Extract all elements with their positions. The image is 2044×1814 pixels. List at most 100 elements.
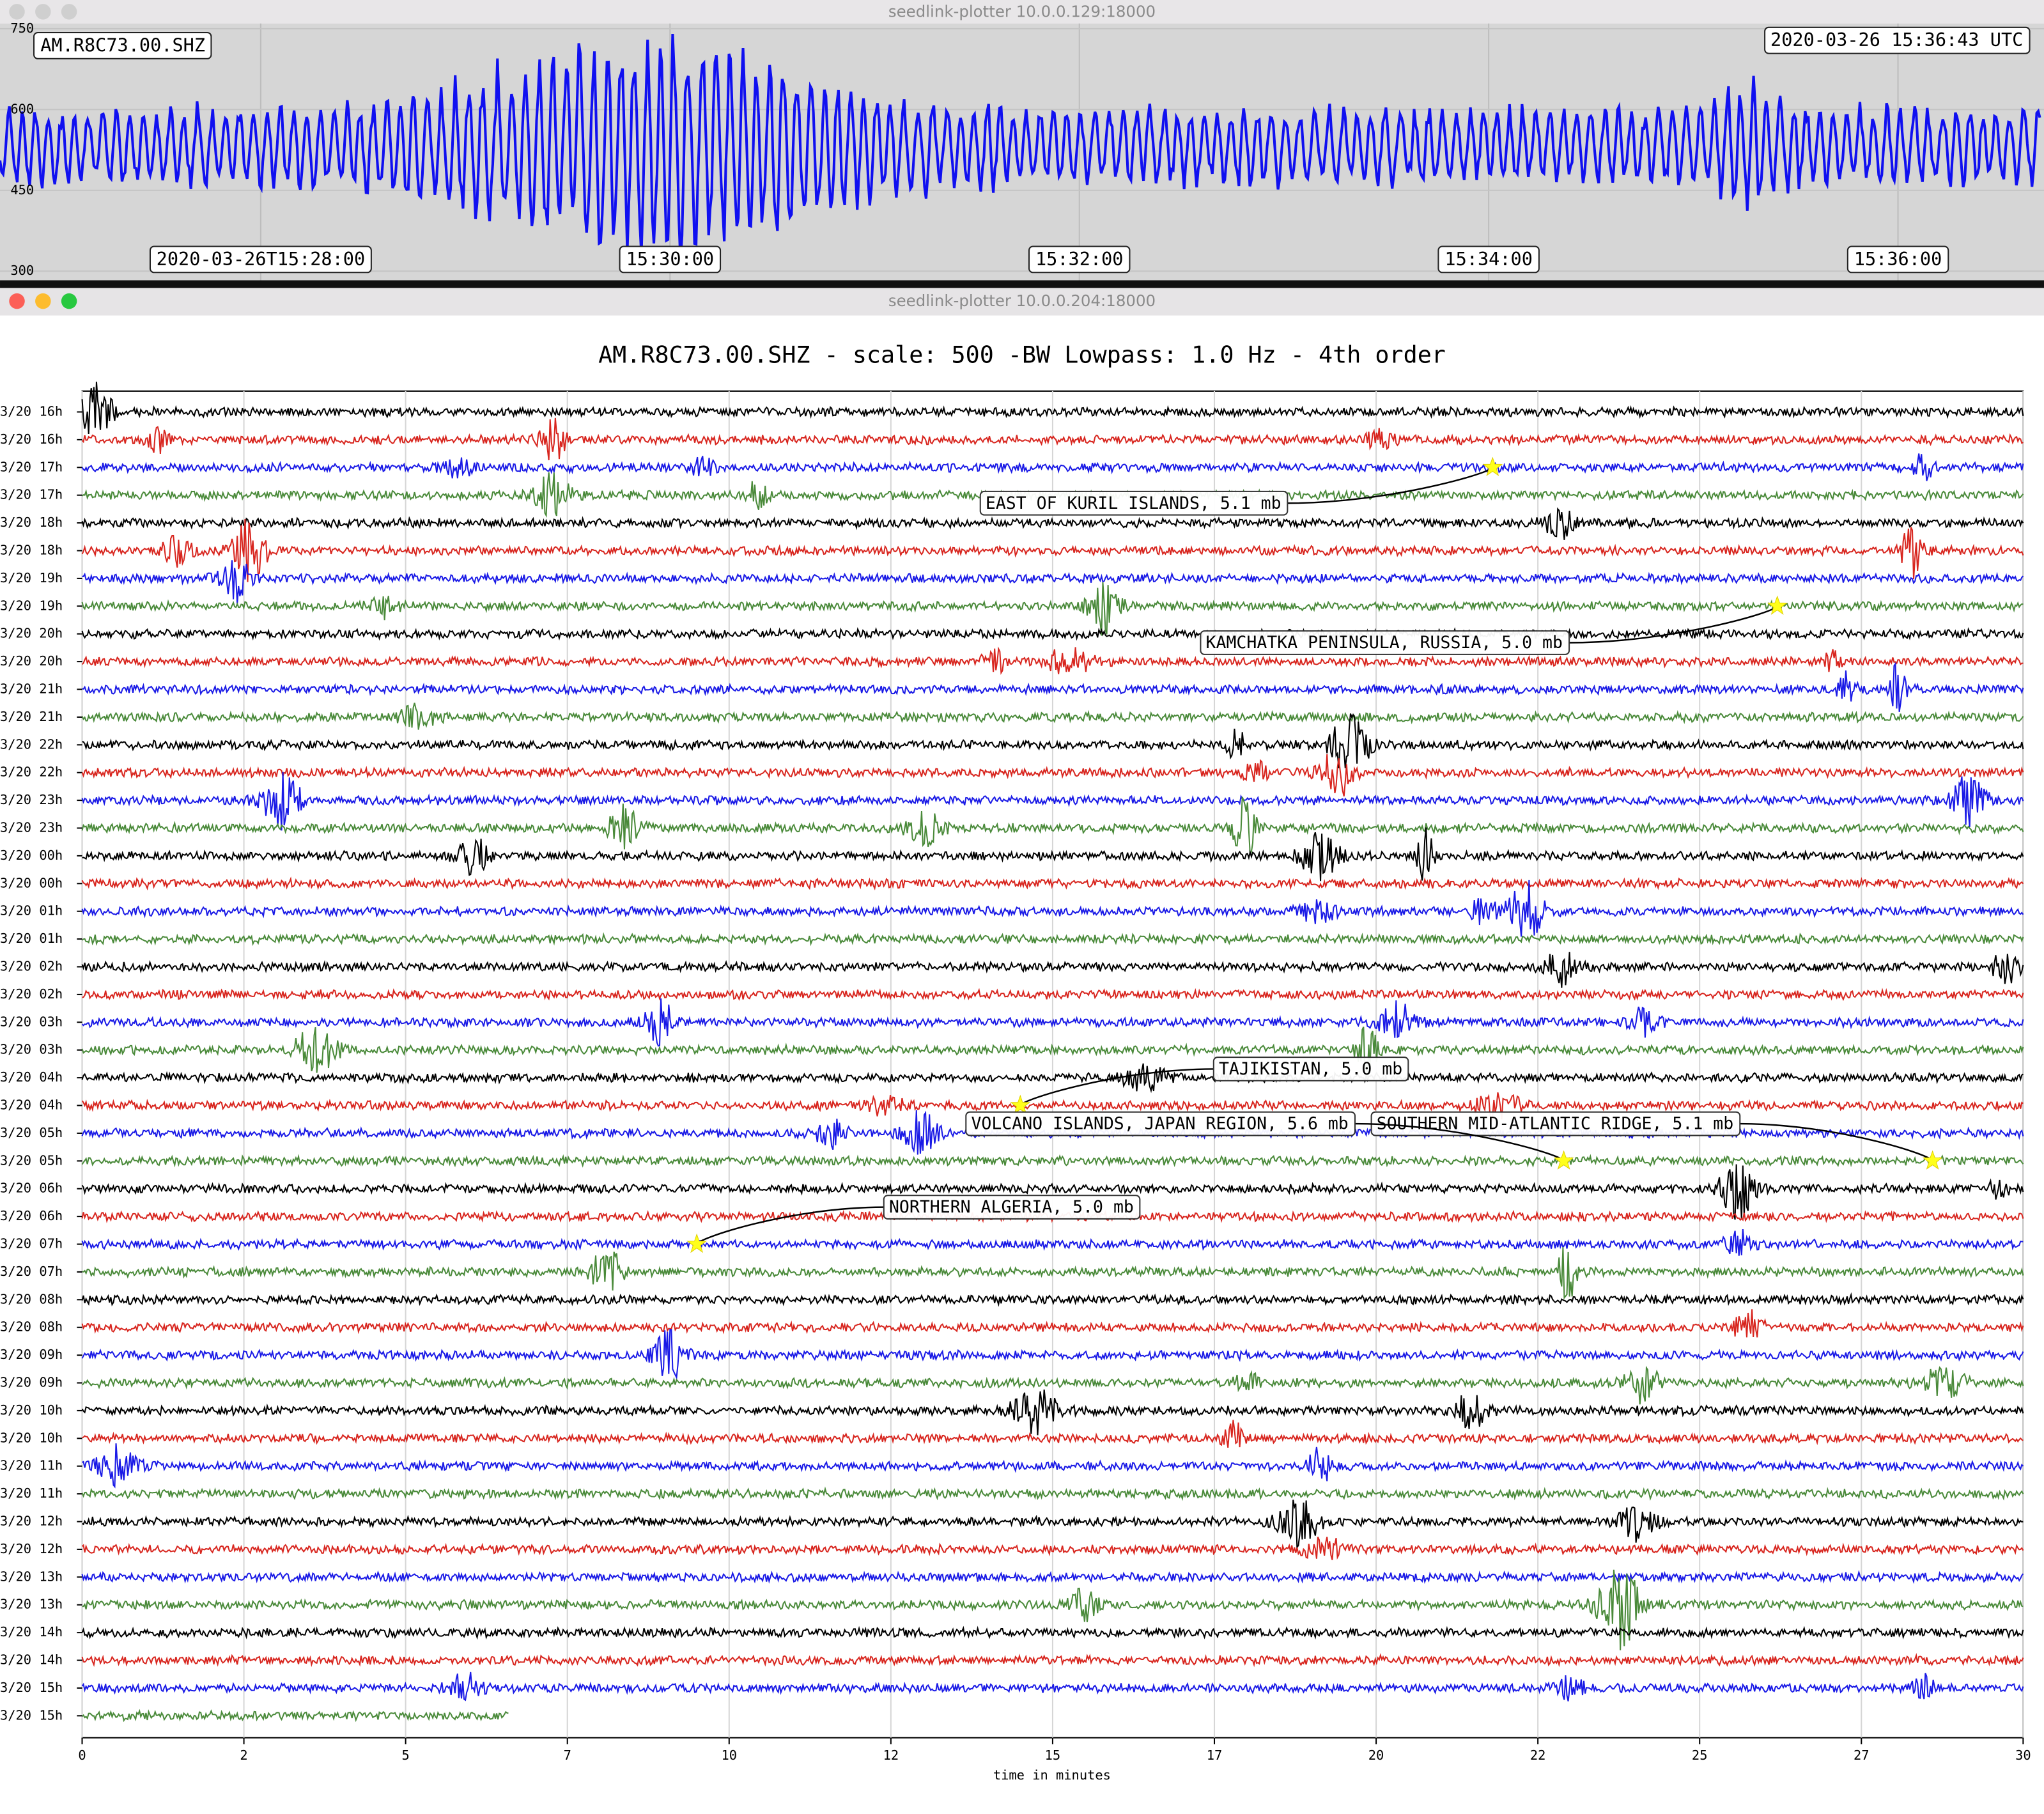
tick-label-box [1437,245,1540,274]
x-tick-label: 27 [1854,1748,1870,1763]
trace [81,702,2024,730]
trace [81,627,2024,641]
row-label: 3/20 20h [0,653,63,669]
event-star [1767,595,1788,615]
row-label: 3/20 12h [0,1541,63,1556]
close-button[interactable] [9,4,25,20]
timestamp-label: 2020-03-26 15:36:43 UTC [1770,29,2023,50]
row-label: 3/20 22h [0,736,63,752]
row-label: 3/20 19h [0,570,63,585]
trace [81,1027,2024,1078]
event-star [686,1233,708,1253]
trace [82,1247,2024,1300]
row-label: 3/20 02h [0,959,63,974]
row-label: 3/20 10h [0,1430,63,1445]
row-label: 3/20 19h [0,598,63,613]
row-label: 3/20 09h [0,1375,63,1390]
trace [81,1389,2024,1436]
x-tick-label: 10 [722,1748,738,1763]
trace [81,1229,2024,1256]
tick-label-box [1847,245,1949,274]
x-tick-label: 0 [78,1748,86,1763]
row-label: 3/20 16h [0,431,63,447]
x-tick-label: 5 [402,1748,410,1763]
row-label: 3/20 00h [0,875,63,890]
trace [82,827,2024,881]
row-label: 3/20 08h [0,1319,63,1335]
trace [81,382,2024,435]
trace [81,453,2024,481]
y-tick-label: 750 [10,20,34,36]
event-star [1922,1150,1943,1170]
annotation-line [1287,467,1494,504]
x-tick-label: 12 [883,1748,899,1763]
row-label: 3/20 15h [0,1707,63,1723]
row-label: 3/20 11h [0,1485,63,1501]
row-label: 3/20 04h [0,1069,63,1085]
trace [82,1420,2024,1448]
row-label: 3/20 18h [0,542,63,557]
trace [82,662,2024,712]
trace [81,1570,2024,1585]
row-label: 3/20 14h [0,1624,63,1640]
annotation-box [883,1195,1141,1220]
x-tick-label: 20 [1368,1748,1384,1763]
tick-label-box [1028,245,1131,274]
annotation-label: TAJIKISTAN, 5.0 mb [1219,1059,1402,1079]
minimize-button[interactable] [35,293,51,309]
title-bar [0,288,2044,316]
row-label: 3/20 09h [0,1347,63,1362]
x-tick-label: 7 [564,1748,571,1763]
y-tick-label: 600 [10,101,34,116]
trace [81,646,2024,675]
waveform [0,33,2041,261]
trace [81,880,2024,937]
trace [81,771,2024,831]
x-tick-label: 17 [1207,1748,1223,1763]
annotation-label: EAST OF KURIL ISLANDS, 5.1 mb [986,493,1281,513]
x-tick-label: 15 [1045,1748,1061,1763]
trace [81,582,2024,636]
row-label: 3/20 03h [0,1042,63,1057]
event-star [1482,456,1503,476]
close-button[interactable] [9,293,25,309]
trace [81,1537,2024,1560]
row-label: 3/20 23h [0,792,63,807]
trace [81,519,2024,582]
window-gap [0,280,2044,288]
event-star [1553,1150,1574,1170]
y-tick-label: 300 [10,263,34,278]
row-label: 3/20 20h [0,626,63,641]
row-label: 3/20 04h [0,1097,63,1113]
trace [81,1328,2024,1380]
zoom-button[interactable] [61,4,77,20]
row-label: 3/20 13h [0,1597,63,1612]
trace [82,560,2024,604]
trace [81,1486,2024,1501]
row-label: 3/20 21h [0,709,63,724]
annotation-label: NORTHERN ALGERIA, 5.0 mb [889,1197,1134,1217]
station-label: AM.R8C73.00.SHZ [40,34,205,56]
zoom-button[interactable] [61,293,77,309]
row-label: 3/20 14h [0,1652,63,1668]
row-label: 3/20 17h [0,487,63,502]
annotation-label: SOUTHERN MID-ATLANTIC RIDGE, 5.1 mb [1377,1114,1733,1134]
row-label: 3/20 22h [0,764,63,780]
x-tick-label: 15:32:00 [1035,248,1124,270]
y-tick-label: 450 [10,182,34,198]
trace [81,1365,2024,1405]
x-tick-label: 15:36:00 [1854,248,1942,270]
row-label: 3/20 15h [0,1680,63,1695]
trace [81,1154,2024,1168]
annotation-box [1212,1057,1409,1081]
minimize-button[interactable] [35,4,51,20]
annotation-box [979,490,1289,516]
x-tick-label: 2 [240,1748,247,1763]
row-label: 3/20 06h [0,1208,63,1223]
row-label: 3/20 05h [0,1125,63,1140]
row-label: 3/20 07h [0,1236,63,1252]
chart-title: AM.R8C73.00.SHZ - scale: 500 -BW Lowpass… [598,341,1446,368]
trace [81,876,2024,890]
